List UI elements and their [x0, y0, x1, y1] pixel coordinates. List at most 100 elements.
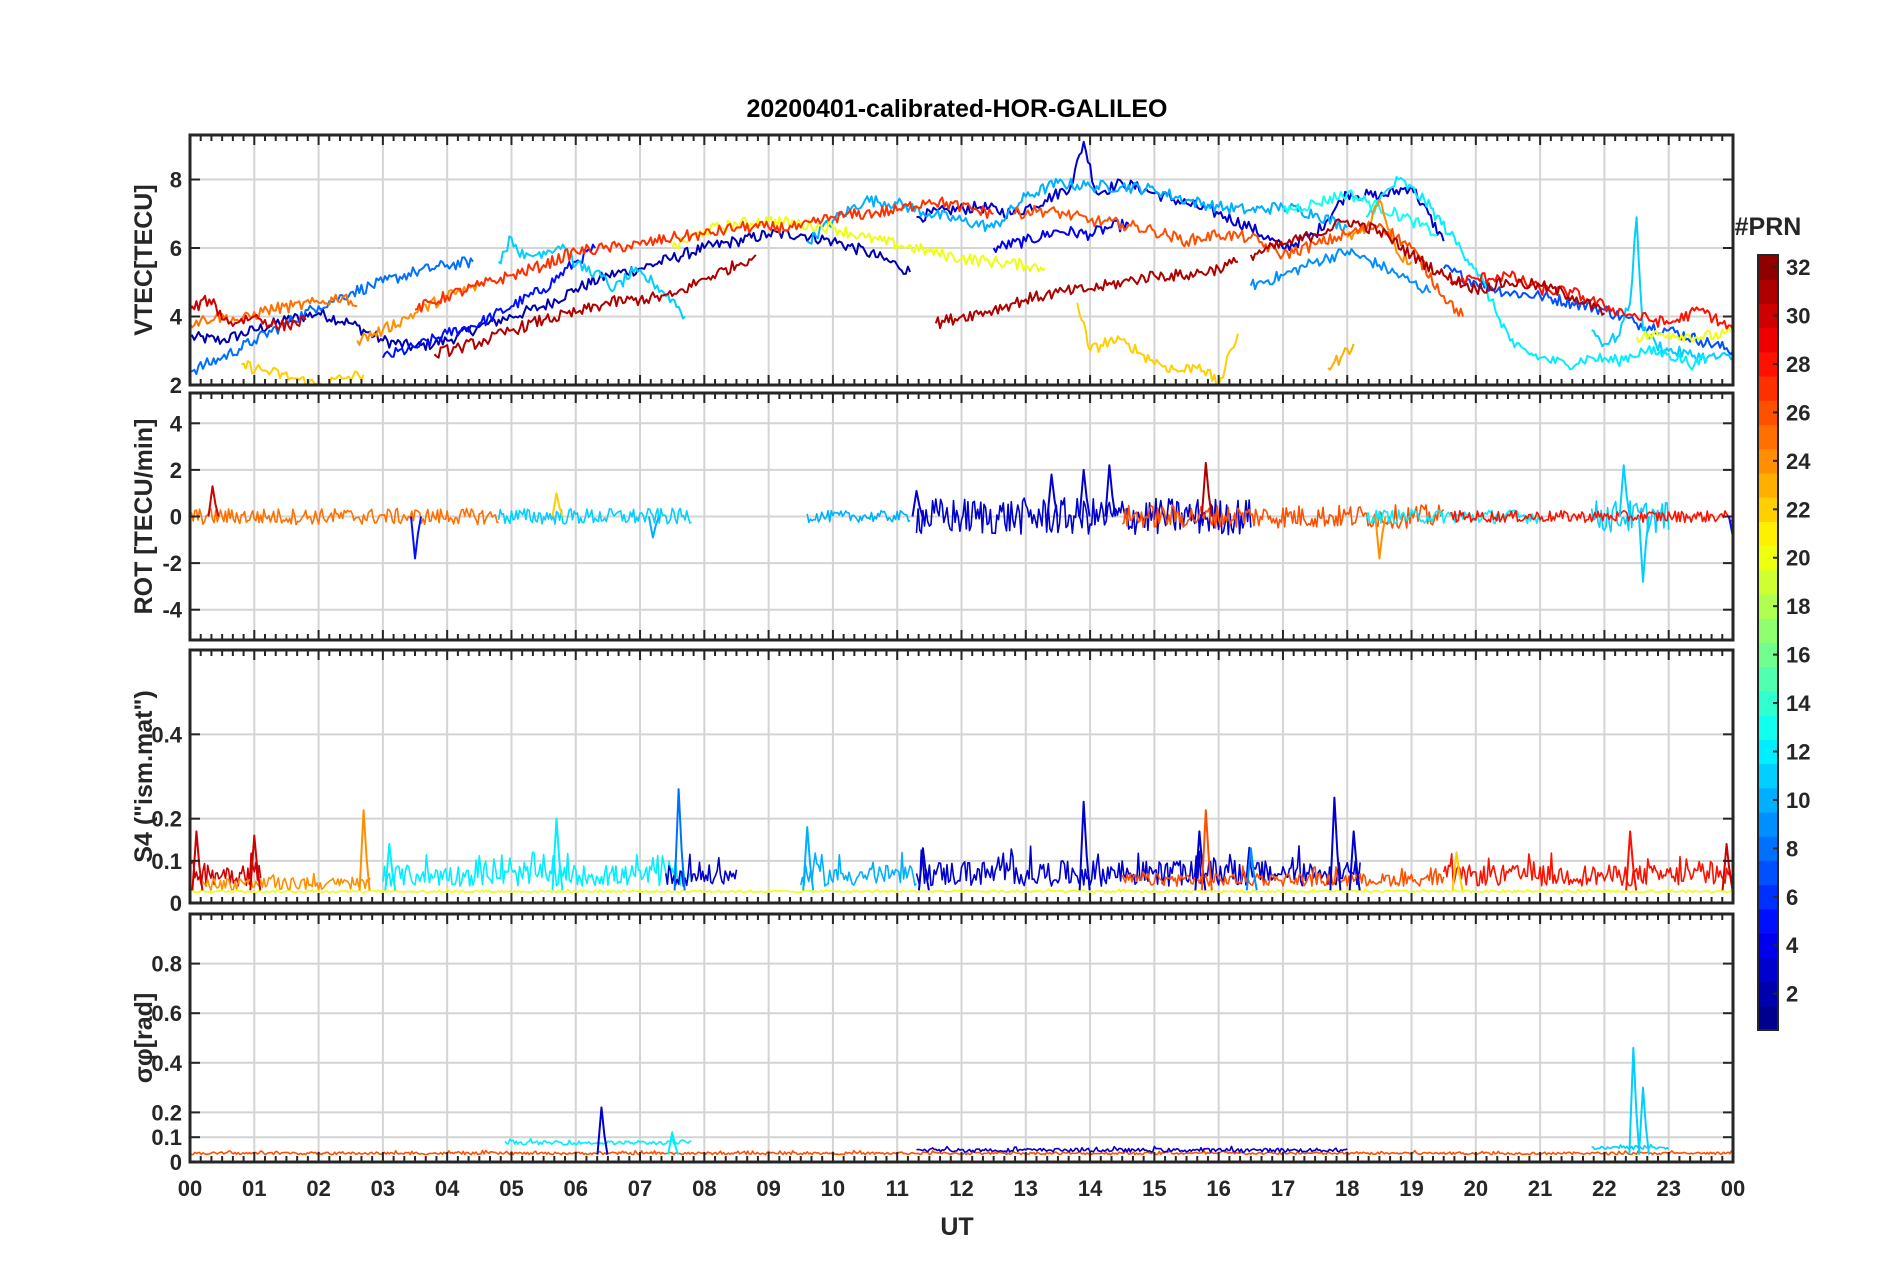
peak-prn-12 — [667, 1131, 680, 1155]
panel-2: -4 -2 0 2 4 ROT [TECU/min] — [130, 391, 1735, 642]
panel-data — [190, 140, 1733, 385]
noise-prn-11 — [497, 507, 692, 525]
colorbar-tick-label: 14 — [1786, 691, 1811, 716]
peak-prn-3 — [596, 1106, 609, 1155]
colorbar-band — [1758, 376, 1778, 401]
x-tick-label: 07 — [628, 1176, 652, 1201]
peak-prn-10 — [802, 826, 815, 891]
series-line-prn-11 — [1591, 216, 1733, 364]
peak-prn-12 — [384, 842, 397, 891]
peak-prn-26 — [1200, 809, 1213, 891]
x-axis-label: UT — [940, 1213, 973, 1241]
noise-prn-28 — [1442, 852, 1733, 887]
colorbar-tick-label: 12 — [1786, 739, 1810, 764]
y-tick-label: 4 — [170, 305, 183, 330]
x-tick-label: 19 — [1399, 1176, 1423, 1201]
x-tick-label: 16 — [1206, 1176, 1230, 1201]
colorbar-band — [1758, 642, 1778, 668]
colorbar-band — [1758, 618, 1778, 643]
peak-prn-28 — [1625, 830, 1638, 891]
series-line-prn-31 — [433, 254, 757, 359]
peak-prn-22 — [1451, 851, 1464, 891]
series-line-prn-24 — [356, 281, 481, 346]
peak-prn-3 — [1329, 796, 1342, 891]
colorbar-band — [1758, 448, 1778, 474]
colorbar-band — [1758, 472, 1778, 498]
peak-prn-3 — [917, 847, 930, 891]
peak-prn-3 — [1078, 468, 1091, 517]
peak-prn-22 — [551, 492, 564, 517]
colorbar-band — [1758, 787, 1778, 813]
colorbar-band — [1758, 351, 1778, 377]
series-line-prn-26 — [1012, 204, 1464, 317]
y-tick-label: 6 — [170, 236, 182, 261]
y-axis-label: VTEC[TECU] — [130, 184, 158, 335]
series-line-prn-20 — [1635, 327, 1733, 343]
peak-prn-3 — [1104, 464, 1117, 517]
x-tick-label: 17 — [1271, 1176, 1295, 1201]
panel-data — [190, 461, 1733, 583]
noise-prn-3 — [665, 853, 738, 887]
peak-prn-30 — [1721, 842, 1733, 891]
panel-4: 00.10.2 0.4 0.6 0.8 σφ[rad] — [130, 912, 1735, 1175]
panel-3: 0 0.1 0.2 0.4S4 ("ism.mat") — [130, 648, 1735, 916]
x-tick-label: 00 — [1721, 1176, 1745, 1201]
colorbar-band — [1758, 860, 1778, 886]
peak-prn-30 — [249, 834, 262, 891]
noise-prn-12 — [1365, 508, 1541, 525]
series-line-prn-11 — [497, 235, 686, 320]
panel-ticks — [189, 650, 1734, 904]
series-line-prn-27 — [414, 196, 994, 313]
x-tick-label: 01 — [242, 1176, 266, 1201]
colorbar-tick-label: 6 — [1786, 885, 1798, 910]
colorbar-band — [1758, 739, 1778, 765]
peak-prn-24 — [358, 809, 371, 891]
noise-prn-10 — [800, 851, 918, 887]
series-line-prn-31 — [934, 256, 1239, 330]
y-axis-label: ROT [TECU/min] — [130, 419, 158, 615]
colorbar-tick-label: 16 — [1786, 643, 1810, 668]
y-tick-label: 0 — [170, 505, 182, 530]
series-line-prn-22 — [1076, 302, 1239, 385]
series-line-prn-31 — [1249, 218, 1606, 316]
series-line-prn-2 — [190, 229, 912, 352]
x-tick-label: 21 — [1528, 1176, 1552, 1201]
x-tick-label: 03 — [371, 1176, 395, 1201]
colorbar-band — [1758, 424, 1778, 450]
noise-prn-10 — [806, 509, 911, 524]
y-tick-label: 0.2 — [151, 807, 182, 832]
series-line-prn-13 — [1282, 189, 1438, 237]
colorbar-band — [1758, 569, 1778, 595]
y-tick-label: -2 — [162, 551, 182, 576]
noise-prn-28 — [1450, 509, 1733, 524]
y-tick-label: 0 — [170, 891, 182, 916]
colorbar-band — [1758, 327, 1778, 353]
y-tick-label: 0.4 — [151, 722, 182, 747]
x-tick-label: 12 — [949, 1176, 973, 1201]
colorbar-band — [1758, 812, 1778, 837]
x-tick-label: 20 — [1464, 1176, 1488, 1201]
x-tick-label: 06 — [564, 1176, 588, 1201]
panel-data — [190, 788, 1733, 894]
colorbar-band — [1758, 255, 1778, 280]
x-tick-label: 11 — [886, 1176, 909, 1201]
noise-prn-24 — [202, 872, 371, 892]
peak-prn-24 — [1374, 516, 1387, 560]
colorbar-band — [1758, 497, 1778, 522]
x-tick-label: 00 — [178, 1176, 202, 1201]
x-tick-label: 04 — [435, 1176, 460, 1201]
series-line-prn-8 — [190, 256, 474, 375]
series-line-prn-22 — [241, 360, 365, 385]
peak-prn-9 — [1245, 847, 1258, 891]
x-tick-label: 09 — [756, 1176, 780, 1201]
x-tick-label: 15 — [1142, 1176, 1166, 1201]
peak-prn-11 — [1628, 1046, 1641, 1155]
y-tick-label: 0.8 — [151, 952, 182, 977]
panel-ticks — [189, 135, 1734, 386]
y-tick-label: -4 — [162, 598, 182, 623]
peak-prn-5 — [1728, 516, 1733, 539]
x-tick-label: 05 — [499, 1176, 523, 1201]
colorbar-band — [1758, 521, 1778, 547]
